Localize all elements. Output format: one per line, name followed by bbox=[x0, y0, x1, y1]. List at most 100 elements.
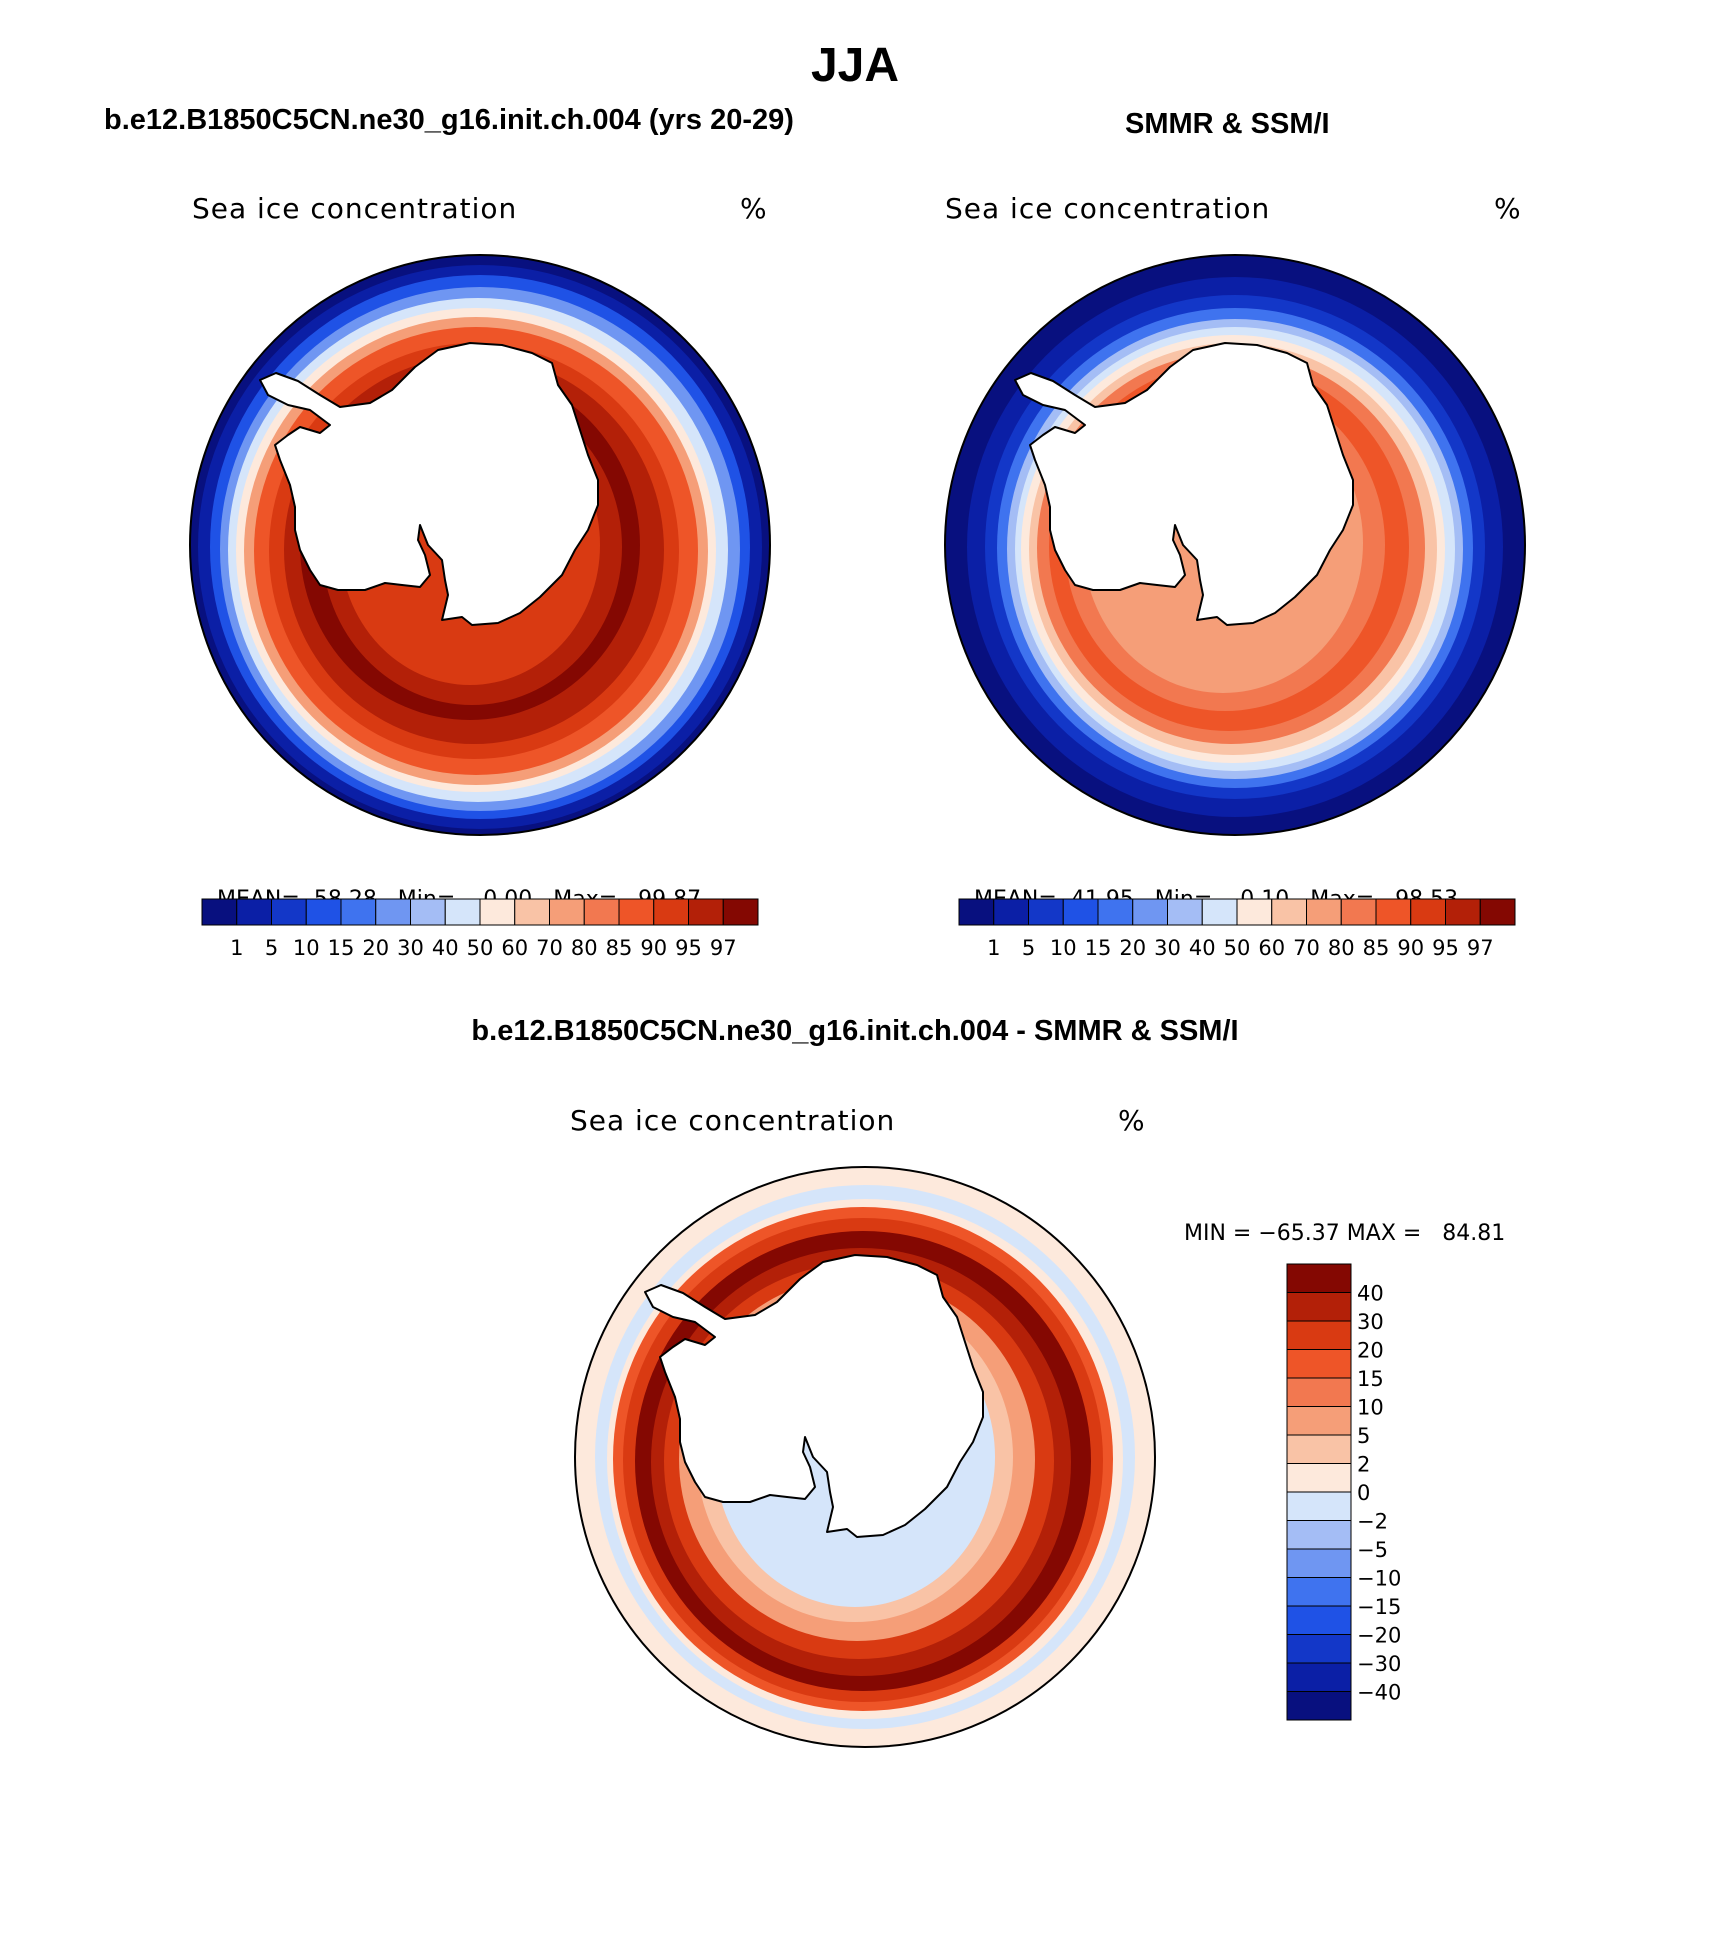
diff-colorbar-label: 30 bbox=[1357, 1310, 1384, 1334]
diff-colorbar-box-10 bbox=[1286, 1548, 1352, 1578]
model-colorbar-box-6 bbox=[410, 898, 446, 926]
model-colorbar-box-5 bbox=[375, 898, 411, 926]
diff-max-label: MAX = bbox=[1346, 1221, 1422, 1246]
model-colorbar-boxes bbox=[201, 898, 759, 926]
obs-colorbar-label: 60 bbox=[1258, 936, 1285, 960]
diff-colorbar-box-1 bbox=[1286, 1292, 1352, 1322]
diff-colorbar-label: 15 bbox=[1357, 1367, 1384, 1391]
diff-colorbar-box-13 bbox=[1286, 1634, 1352, 1664]
obs-colorbar-label: 5 bbox=[1022, 936, 1035, 960]
obs-colorbar-box-10 bbox=[1306, 898, 1342, 926]
difference-panel-title: b.e12.B1850C5CN.ne30_g16.init.ch.004 - S… bbox=[471, 1015, 1239, 1047]
model-colorbar-box-7 bbox=[444, 898, 481, 926]
model-antarctica-coastline bbox=[259, 342, 599, 626]
model-colorbar-box-10 bbox=[549, 898, 585, 926]
model-colorbar-label: 95 bbox=[675, 936, 702, 960]
diff-colorbar-label: −5 bbox=[1357, 1538, 1388, 1562]
model-colorbar-label: 85 bbox=[606, 936, 633, 960]
model-colorbar-label: 1 bbox=[230, 936, 243, 960]
diff-stats: MIN = −65.37 MAX = 84.81 bbox=[1170, 1196, 1505, 1246]
diff-colorbar-label: −2 bbox=[1357, 1510, 1388, 1534]
diff-colorbar-label: 40 bbox=[1357, 1282, 1384, 1306]
obs-map-border bbox=[944, 254, 1526, 836]
diff-colorbar-label: 20 bbox=[1357, 1339, 1384, 1363]
obs-colorbar-box-13 bbox=[1410, 898, 1446, 926]
diff-colorbar-box-5 bbox=[1286, 1406, 1352, 1436]
diff-colorbar-box-12 bbox=[1286, 1605, 1352, 1635]
model-map-border bbox=[189, 254, 771, 836]
obs-colorbar: 1 5 10 15 20 30 40 50 60 70 80 85 90 95 97 bbox=[958, 898, 1516, 960]
model-colorbar-label: 97 bbox=[710, 936, 737, 960]
model-polar-map bbox=[189, 254, 771, 836]
obs-colorbar-boxes bbox=[958, 898, 1516, 926]
model-colorbar-box-0 bbox=[201, 898, 238, 926]
model-colorbar-label: 20 bbox=[362, 936, 389, 960]
obs-antarctica-land bbox=[1014, 342, 1354, 626]
difference-antarctica-land bbox=[644, 1254, 984, 1538]
obs-colorbar-label: 30 bbox=[1154, 936, 1181, 960]
model-colorbar: 1 5 10 15 20 30 40 50 60 70 80 85 90 95 97 bbox=[201, 898, 759, 960]
obs-panel-title: SMMR & SSM/I bbox=[1125, 108, 1330, 140]
model-colorbar-box-11 bbox=[583, 898, 620, 926]
obs-colorbar-label: 40 bbox=[1189, 936, 1216, 960]
model-colorbar-box-14 bbox=[688, 898, 724, 926]
obs-colorbar-label: 1 bbox=[987, 936, 1000, 960]
obs-units-label: % bbox=[1494, 192, 1522, 225]
model-units-label: % bbox=[740, 192, 768, 225]
obs-colorbar-label: 90 bbox=[1397, 936, 1424, 960]
model-colorbar-label: 40 bbox=[432, 936, 459, 960]
model-colorbar-label: 10 bbox=[293, 936, 320, 960]
obs-colorbar-label: 95 bbox=[1432, 936, 1459, 960]
diff-colorbar-box-0 bbox=[1286, 1263, 1352, 1293]
diff-variable-label: Sea ice concentration bbox=[570, 1104, 896, 1137]
obs-colorbar-box-12 bbox=[1375, 898, 1412, 926]
obs-variable-label: Sea ice concentration bbox=[945, 192, 1271, 225]
diff-colorbar-box-11 bbox=[1286, 1577, 1352, 1607]
model-colorbar-label: 15 bbox=[328, 936, 355, 960]
model-colorbar-label: 80 bbox=[571, 936, 598, 960]
model-colorbar-label: 50 bbox=[467, 936, 494, 960]
model-variable-label: Sea ice concentration bbox=[192, 192, 518, 225]
diff-colorbar-label: 0 bbox=[1357, 1481, 1370, 1505]
obs-polar-map bbox=[944, 254, 1526, 836]
diff-min-label: MIN = bbox=[1184, 1221, 1252, 1246]
obs-colorbar-box-2 bbox=[1028, 898, 1064, 926]
diff-colorbar-label: −15 bbox=[1357, 1595, 1401, 1619]
model-colorbar-box-2 bbox=[271, 898, 307, 926]
diff-colorbar-box-15 bbox=[1286, 1691, 1352, 1721]
model-colorbar-box-4 bbox=[340, 898, 377, 926]
obs-colorbar-box-15 bbox=[1479, 898, 1516, 926]
obs-colorbar-box-4 bbox=[1097, 898, 1134, 926]
obs-colorbar-box-9 bbox=[1271, 898, 1307, 926]
difference-polar-map bbox=[574, 1166, 1156, 1748]
obs-colorbar-label: 97 bbox=[1467, 936, 1494, 960]
obs-colorbar-box-7 bbox=[1201, 898, 1238, 926]
obs-colorbar-label: 85 bbox=[1363, 936, 1390, 960]
diff-colorbar-label: −30 bbox=[1357, 1652, 1401, 1676]
model-colorbar-box-15 bbox=[722, 898, 759, 926]
obs-colorbar-label: 80 bbox=[1328, 936, 1355, 960]
obs-colorbar-box-0 bbox=[958, 898, 995, 926]
diff-colorbar-box-14 bbox=[1286, 1662, 1352, 1692]
diff-colorbar-label: −10 bbox=[1357, 1567, 1401, 1591]
obs-antarctica-coastline bbox=[1014, 342, 1354, 626]
obs-colorbar-box-6 bbox=[1167, 898, 1203, 926]
diff-colorbar-label: −40 bbox=[1357, 1681, 1401, 1705]
obs-colorbar-box-5 bbox=[1132, 898, 1168, 926]
diff-units-label: % bbox=[1118, 1104, 1146, 1137]
obs-colorbar-box-11 bbox=[1340, 898, 1377, 926]
obs-colorbar-label: 50 bbox=[1224, 936, 1251, 960]
diff-colorbar-box-4 bbox=[1286, 1377, 1352, 1407]
difference-colorbar-boxes bbox=[1286, 1263, 1352, 1721]
model-colorbar-label: 30 bbox=[397, 936, 424, 960]
model-colorbar-box-12 bbox=[618, 898, 655, 926]
model-colorbar-labels: 1 5 10 15 20 30 40 50 60 70 80 85 90 95 97 bbox=[230, 936, 737, 960]
diff-colorbar-box-9 bbox=[1286, 1520, 1352, 1550]
season-title: JJA bbox=[810, 39, 900, 92]
obs-colorbar-label: 20 bbox=[1119, 936, 1146, 960]
obs-colorbar-box-1 bbox=[993, 898, 1029, 926]
diff-colorbar-label: 5 bbox=[1357, 1424, 1370, 1448]
model-antarctica-land bbox=[259, 342, 599, 626]
